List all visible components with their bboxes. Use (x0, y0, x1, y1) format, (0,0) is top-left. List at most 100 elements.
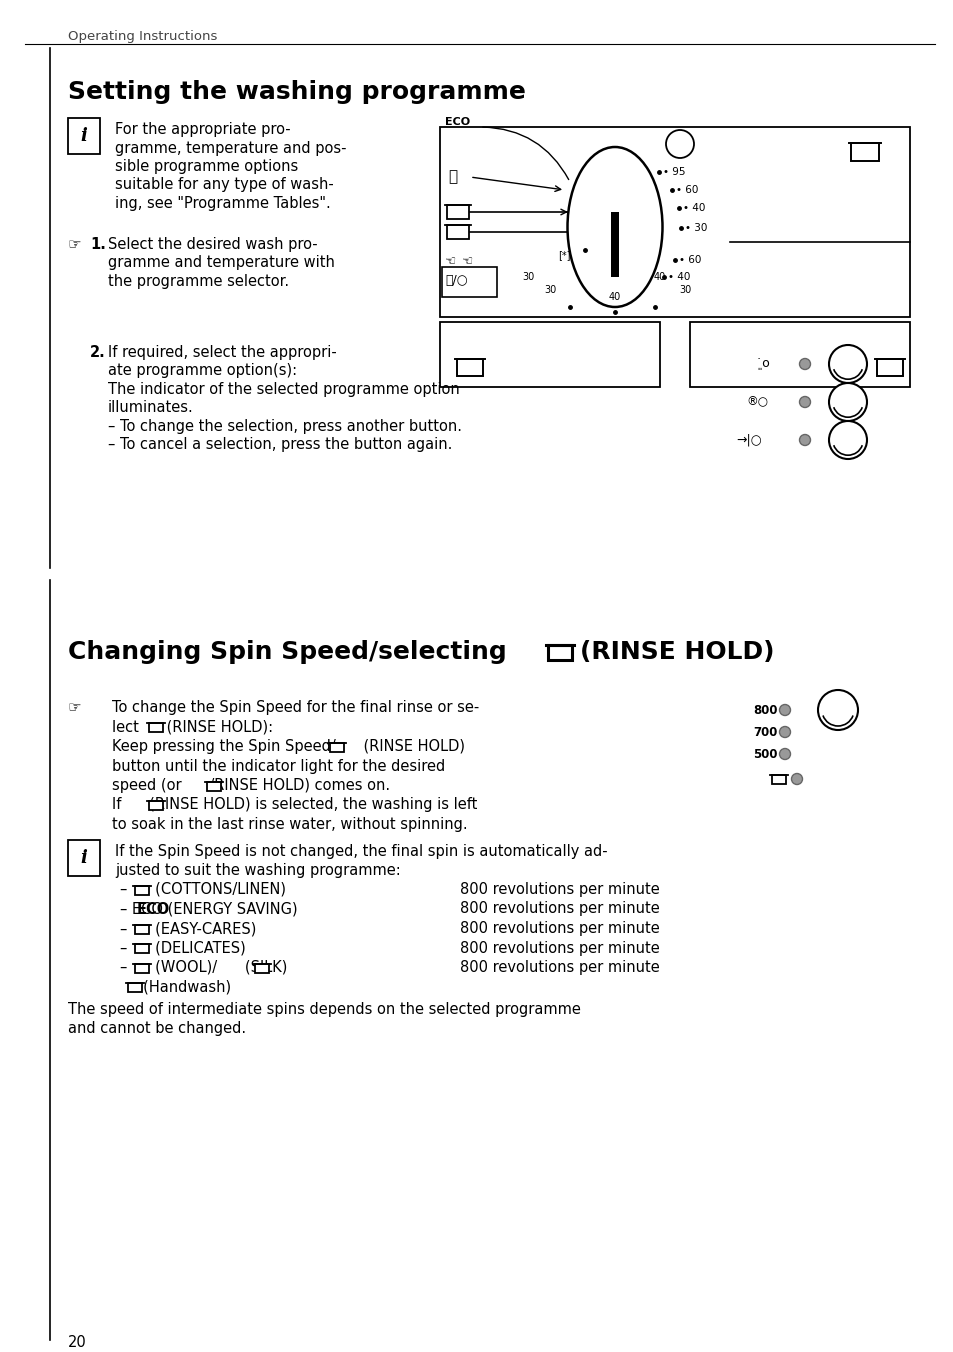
Text: The speed of intermediate spins depends on the selected programme: The speed of intermediate spins depends … (68, 1002, 580, 1017)
Text: ☜: ☜ (461, 256, 473, 268)
Text: button until the indicator light for the desired: button until the indicator light for the… (112, 758, 445, 773)
Text: • 95: • 95 (662, 168, 685, 177)
Bar (447, 224, 469, 239)
Circle shape (779, 726, 790, 737)
Bar (330, 742, 344, 752)
Text: – To cancel a selection, press the button again.: – To cancel a selection, press the butto… (108, 438, 452, 453)
Text: 30: 30 (521, 272, 534, 283)
Text: –      (COTTONS/LINEN): – (COTTONS/LINEN) (120, 882, 286, 896)
Text: ing, see "Programme Tables".: ing, see "Programme Tables". (115, 196, 331, 211)
Bar (439, 127, 909, 316)
Text: 20: 20 (68, 1334, 87, 1351)
Text: 30: 30 (679, 285, 690, 295)
Bar (128, 983, 142, 992)
Text: (RINSE HOLD): (RINSE HOLD) (579, 639, 774, 664)
Text: If required, select the appropri-: If required, select the appropri- (108, 345, 336, 360)
Text: to soak in the last rinse water, without spinning.: to soak in the last rinse water, without… (112, 817, 467, 831)
Text: 30: 30 (543, 285, 556, 295)
Text: gramme, temperature and pos-: gramme, temperature and pos- (115, 141, 346, 155)
Text: Changing Spin Speed/selecting: Changing Spin Speed/selecting (68, 639, 506, 664)
Circle shape (799, 434, 810, 446)
Circle shape (779, 749, 790, 760)
Text: 800: 800 (753, 703, 778, 717)
Text: Setting the washing programme: Setting the washing programme (68, 80, 525, 104)
Text: To change the Spin Speed for the final rinse or se-: To change the Spin Speed for the final r… (112, 700, 478, 715)
Text: If the Spin Speed is not changed, the final spin is automatically ad-: If the Spin Speed is not changed, the fi… (115, 844, 607, 859)
Text: ate programme option(s):: ate programme option(s): (108, 364, 296, 379)
Text: –      (EASY-CARES): – (EASY-CARES) (120, 921, 256, 936)
Text: illuminates.: illuminates. (108, 400, 193, 415)
Text: • 60: • 60 (679, 256, 700, 265)
Text: ˙͈o: ˙͈o (756, 357, 769, 370)
Text: gramme and temperature with: gramme and temperature with (108, 256, 335, 270)
Circle shape (828, 345, 866, 383)
Circle shape (828, 383, 866, 420)
Text: 700: 700 (753, 726, 778, 738)
Text: ®○: ®○ (745, 396, 767, 408)
Bar (149, 800, 163, 810)
Bar (68, 118, 100, 154)
Text: 800 revolutions per minute: 800 revolutions per minute (459, 902, 659, 917)
Text: Operating Instructions: Operating Instructions (68, 30, 217, 43)
Text: i: i (80, 849, 88, 867)
Bar (447, 206, 469, 219)
Text: lect      (RINSE HOLD):: lect (RINSE HOLD): (112, 719, 273, 734)
Text: ☞: ☞ (68, 700, 82, 715)
Bar (135, 925, 149, 933)
Text: For the appropriate pro-: For the appropriate pro- (115, 122, 291, 137)
Text: the programme selector.: the programme selector. (108, 274, 289, 289)
Text: →|○: →|○ (736, 434, 761, 446)
Bar (254, 964, 269, 972)
Circle shape (791, 773, 801, 784)
Text: – ECO (ENERGY SAVING): – ECO (ENERGY SAVING) (120, 902, 297, 917)
Text: If      (RINSE HOLD) is selected, the washing is left: If (RINSE HOLD) is selected, the washing… (112, 798, 476, 813)
Text: 800 revolutions per minute: 800 revolutions per minute (459, 921, 659, 936)
Bar (135, 964, 149, 972)
Bar (68, 840, 100, 876)
Circle shape (799, 396, 810, 407)
Bar (135, 944, 149, 953)
Bar (771, 775, 785, 784)
Circle shape (665, 130, 693, 158)
Text: 800 revolutions per minute: 800 revolutions per minute (459, 960, 659, 975)
Bar (456, 358, 482, 376)
Text: justed to suit the washing programme:: justed to suit the washing programme: (115, 863, 400, 877)
Text: (Handwash): (Handwash) (120, 979, 231, 995)
Text: ☞: ☞ (68, 237, 82, 251)
Text: suitable for any type of wash-: suitable for any type of wash- (115, 177, 334, 192)
Text: • 60: • 60 (676, 185, 698, 195)
Bar (135, 886, 149, 895)
Bar (149, 723, 163, 731)
Text: 40: 40 (608, 292, 620, 301)
Text: • 40: • 40 (667, 272, 690, 283)
Text: – To change the selection, press another button.: – To change the selection, press another… (108, 419, 461, 434)
Text: –      (WOOL)/      (SILK): – (WOOL)/ (SILK) (120, 960, 287, 975)
Text: [*]: [*] (558, 250, 570, 260)
Text: 500: 500 (753, 748, 778, 760)
Bar (207, 781, 221, 791)
Circle shape (779, 704, 790, 715)
Text: speed (or      /RINSE HOLD) comes on.: speed (or /RINSE HOLD) comes on. (112, 777, 390, 794)
Text: ⦾/○: ⦾/○ (444, 274, 467, 287)
Bar (439, 322, 659, 387)
Text: sible programme options: sible programme options (115, 160, 298, 174)
Bar (689, 322, 909, 387)
Text: –      (DELICATES): – (DELICATES) (120, 941, 246, 956)
Bar (850, 143, 878, 161)
Bar (610, 212, 618, 277)
Text: ⦾: ⦾ (448, 169, 456, 184)
Text: and cannot be changed.: and cannot be changed. (68, 1021, 246, 1036)
Text: 40: 40 (653, 272, 665, 283)
Circle shape (817, 690, 857, 730)
Circle shape (799, 358, 810, 369)
Text: Select the desired wash pro-: Select the desired wash pro- (108, 237, 317, 251)
Circle shape (828, 420, 866, 458)
Text: 2.: 2. (90, 345, 106, 360)
Text: 1.: 1. (90, 237, 106, 251)
Bar (441, 266, 497, 297)
Text: 800 revolutions per minute: 800 revolutions per minute (459, 941, 659, 956)
Text: ECO: ECO (137, 902, 170, 917)
Bar (547, 645, 572, 660)
Text: ☜: ☜ (444, 256, 456, 268)
Text: 800 revolutions per minute: 800 revolutions per minute (459, 882, 659, 896)
